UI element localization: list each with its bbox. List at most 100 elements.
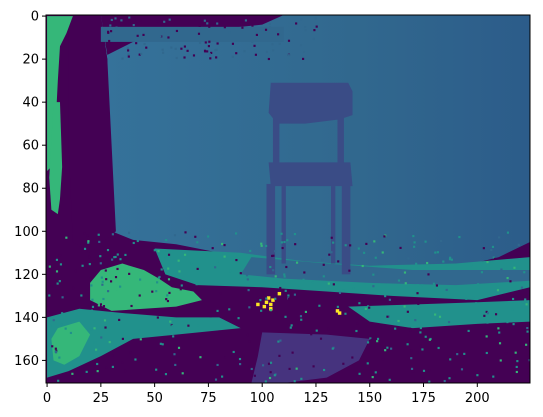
cell-speckle <box>491 245 495 248</box>
cell-speckle <box>315 329 318 332</box>
cell-speckle <box>285 265 288 269</box>
cell-speckle <box>281 246 284 250</box>
cell-region-wall <box>100 15 530 271</box>
cell-speckle <box>410 367 414 370</box>
cell-speckle <box>132 23 135 27</box>
cell-speckle <box>186 49 189 52</box>
cell-speckle <box>485 351 488 355</box>
cell-speckle <box>493 257 496 260</box>
cell-speckle <box>203 49 207 52</box>
cell-speckle <box>248 306 251 309</box>
cell-speckle <box>269 371 272 374</box>
cell-speckle <box>90 309 94 312</box>
cell-speckle <box>274 250 277 253</box>
y-tick-label: 20 <box>22 53 39 68</box>
cell-speckle <box>179 288 182 291</box>
cell-speckle <box>322 275 325 278</box>
cell-region-floor-mid <box>240 257 530 286</box>
cell-speckle <box>208 53 211 56</box>
cell-speckle <box>376 340 379 343</box>
x-tick-label: 50 <box>146 391 163 406</box>
cell-speckle <box>272 269 275 272</box>
cell-speckle <box>448 377 451 380</box>
cell-speckle <box>432 282 435 285</box>
cell-speckle <box>304 310 307 313</box>
cell-speckle <box>304 29 307 32</box>
cell-speckle <box>283 275 286 278</box>
cell-speckle <box>480 271 484 274</box>
cell-speckle <box>436 251 439 254</box>
cell-speckle <box>338 291 342 294</box>
cell-speckle <box>133 17 136 20</box>
cell-speckle <box>246 333 249 337</box>
cell-speckle <box>356 322 359 325</box>
cell-speckle <box>83 232 86 235</box>
cell-speckle <box>214 49 217 52</box>
cell-speckle <box>349 244 352 247</box>
cell-speckle <box>115 26 118 29</box>
cell-speckle <box>184 231 187 234</box>
cell-region-chair-leg-left-inner <box>281 186 286 264</box>
cell-speckle <box>323 368 326 372</box>
cell-speckle <box>428 380 431 383</box>
cell-speckle <box>96 362 99 366</box>
cell-speckle <box>59 263 63 266</box>
cell-speckle <box>447 320 451 324</box>
cell-speckle <box>100 276 103 279</box>
cell-speckle <box>102 297 105 301</box>
cell-speckle <box>526 326 529 330</box>
cell-speckle <box>516 360 519 363</box>
cell-speckle <box>248 365 252 369</box>
cell-speckle <box>426 261 429 265</box>
cell-yellow-speckle-9 <box>256 302 260 307</box>
cell-speckle <box>124 369 127 373</box>
cell-speckle <box>173 353 176 356</box>
cell-speckle <box>158 16 161 19</box>
cell-speckle <box>273 374 276 377</box>
cell-speckle <box>361 264 364 268</box>
y-axis: 0 20 40 60 80 100 120 140 160 <box>14 10 46 369</box>
cell-speckle <box>138 329 141 332</box>
cell-speckle <box>511 308 514 311</box>
cell-speckle <box>168 291 171 294</box>
y-tick-label: 100 <box>14 225 39 240</box>
cell-speckle <box>155 368 158 371</box>
cell-speckle <box>155 290 158 293</box>
cell-speckle <box>108 341 111 344</box>
cell-speckle <box>139 278 142 281</box>
cell-speckle <box>105 366 108 369</box>
cell-speckle <box>470 263 473 267</box>
cell-speckle <box>85 363 88 366</box>
cell-speckle <box>397 279 401 282</box>
cell-speckle <box>485 335 488 338</box>
cell-speckle <box>206 50 209 53</box>
y-tick-label: 160 <box>14 354 39 369</box>
cell-speckle <box>159 342 162 345</box>
cell-speckle <box>270 37 273 40</box>
cell-speckle <box>268 17 271 21</box>
cell-speckle <box>524 298 527 301</box>
cell-speckle <box>416 284 419 287</box>
cell-speckle <box>195 283 198 286</box>
cell-speckle <box>219 292 222 295</box>
cell-speckle <box>477 283 480 286</box>
cell-speckle <box>327 282 330 285</box>
cell-speckle <box>348 269 351 272</box>
cell-speckle <box>499 359 502 362</box>
cell-speckle <box>291 351 294 354</box>
cell-speckle <box>88 262 91 266</box>
cell-speckle <box>315 25 318 28</box>
cell-speckle <box>151 290 154 293</box>
cell-speckle <box>453 374 456 378</box>
cell-speckle <box>497 327 500 330</box>
cell-speckle <box>161 51 165 54</box>
cell-speckle <box>111 354 114 357</box>
cell-speckle <box>175 56 178 60</box>
cell-speckle <box>336 305 339 308</box>
cell-speckle <box>55 351 58 354</box>
cell-speckle <box>216 22 219 25</box>
cell-speckle <box>408 327 411 330</box>
cell-speckle <box>506 277 509 280</box>
cell-speckle <box>374 371 377 374</box>
cell-speckle <box>91 305 95 308</box>
